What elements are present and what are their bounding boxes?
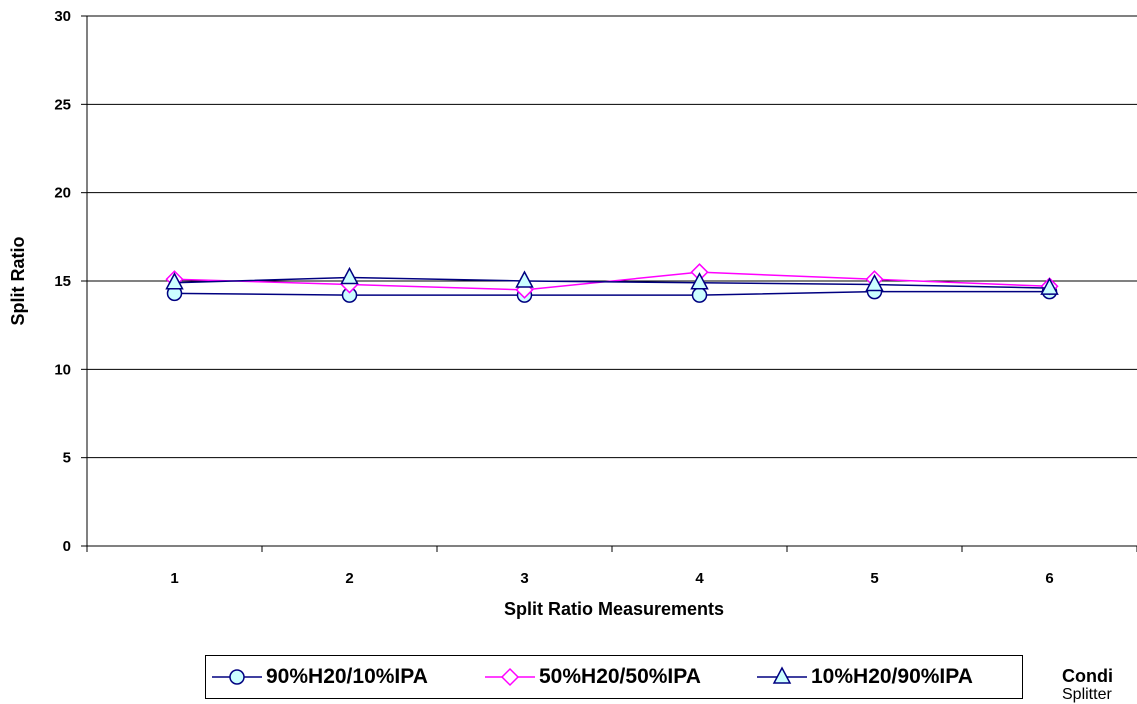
x-tick-label: 5 (870, 570, 878, 587)
x-tick-labels: 1 2 3 4 5 6 (170, 570, 1053, 587)
conditions-note: Condi Splitter (1062, 666, 1113, 704)
y-axis-title: Split Ratio (8, 236, 28, 325)
legend-label-series-1: 90%H20/10%IPA (266, 665, 428, 688)
legend-item-series-2: 50%H20/50%IPA (485, 664, 701, 690)
y-tick-label: 30 (54, 8, 71, 25)
x-tick-label: 2 (345, 570, 353, 587)
series-line (174, 290, 1050, 296)
data-point (865, 273, 884, 292)
data-point (690, 272, 709, 290)
y-tick-label: 0 (63, 538, 71, 555)
y-tick-label: 15 (54, 273, 71, 290)
series-1 (166, 283, 1058, 303)
axes (81, 15, 1137, 552)
series-line (174, 271, 1050, 291)
data-point (515, 270, 534, 288)
x-axis-title: Split Ratio Measurements (504, 599, 724, 619)
data-series (165, 263, 1059, 303)
legend-label-series-2: 50%H20/50%IPA (539, 665, 701, 688)
x-tick-label: 6 (1045, 570, 1053, 587)
circle-marker-icon (212, 669, 262, 685)
gridlines (87, 15, 1137, 459)
y-tick-label: 20 (54, 185, 71, 202)
diamond-marker-icon (485, 667, 535, 687)
data-point (340, 266, 359, 285)
conditions-title: Condi (1062, 666, 1113, 686)
data-point (1040, 277, 1059, 295)
triangle-marker-icon (757, 666, 807, 684)
legend-label-series-3: 10%H20/90%IPA (811, 665, 973, 688)
series-line (174, 276, 1050, 289)
data-point (165, 272, 184, 290)
legend-item-series-1: 90%H20/10%IPA (212, 664, 428, 690)
data-point (691, 287, 708, 303)
legend-item-series-3: 10%H20/90%IPA (757, 664, 973, 690)
x-tick-label: 1 (170, 570, 178, 587)
y-tick-label: 25 (54, 96, 71, 113)
x-tick-label: 4 (695, 570, 704, 587)
series-3 (165, 266, 1059, 295)
legend: 90%H20/10%IPA 50%H20/50%IPA 10%H20/90%IP… (205, 655, 1023, 699)
y-tick-labels: 0 5 10 15 20 25 30 (54, 8, 71, 555)
x-tick-label: 3 (520, 570, 528, 587)
y-tick-label: 10 (54, 361, 71, 378)
y-tick-label: 5 (63, 450, 71, 467)
conditions-line: Splitter (1062, 686, 1112, 703)
